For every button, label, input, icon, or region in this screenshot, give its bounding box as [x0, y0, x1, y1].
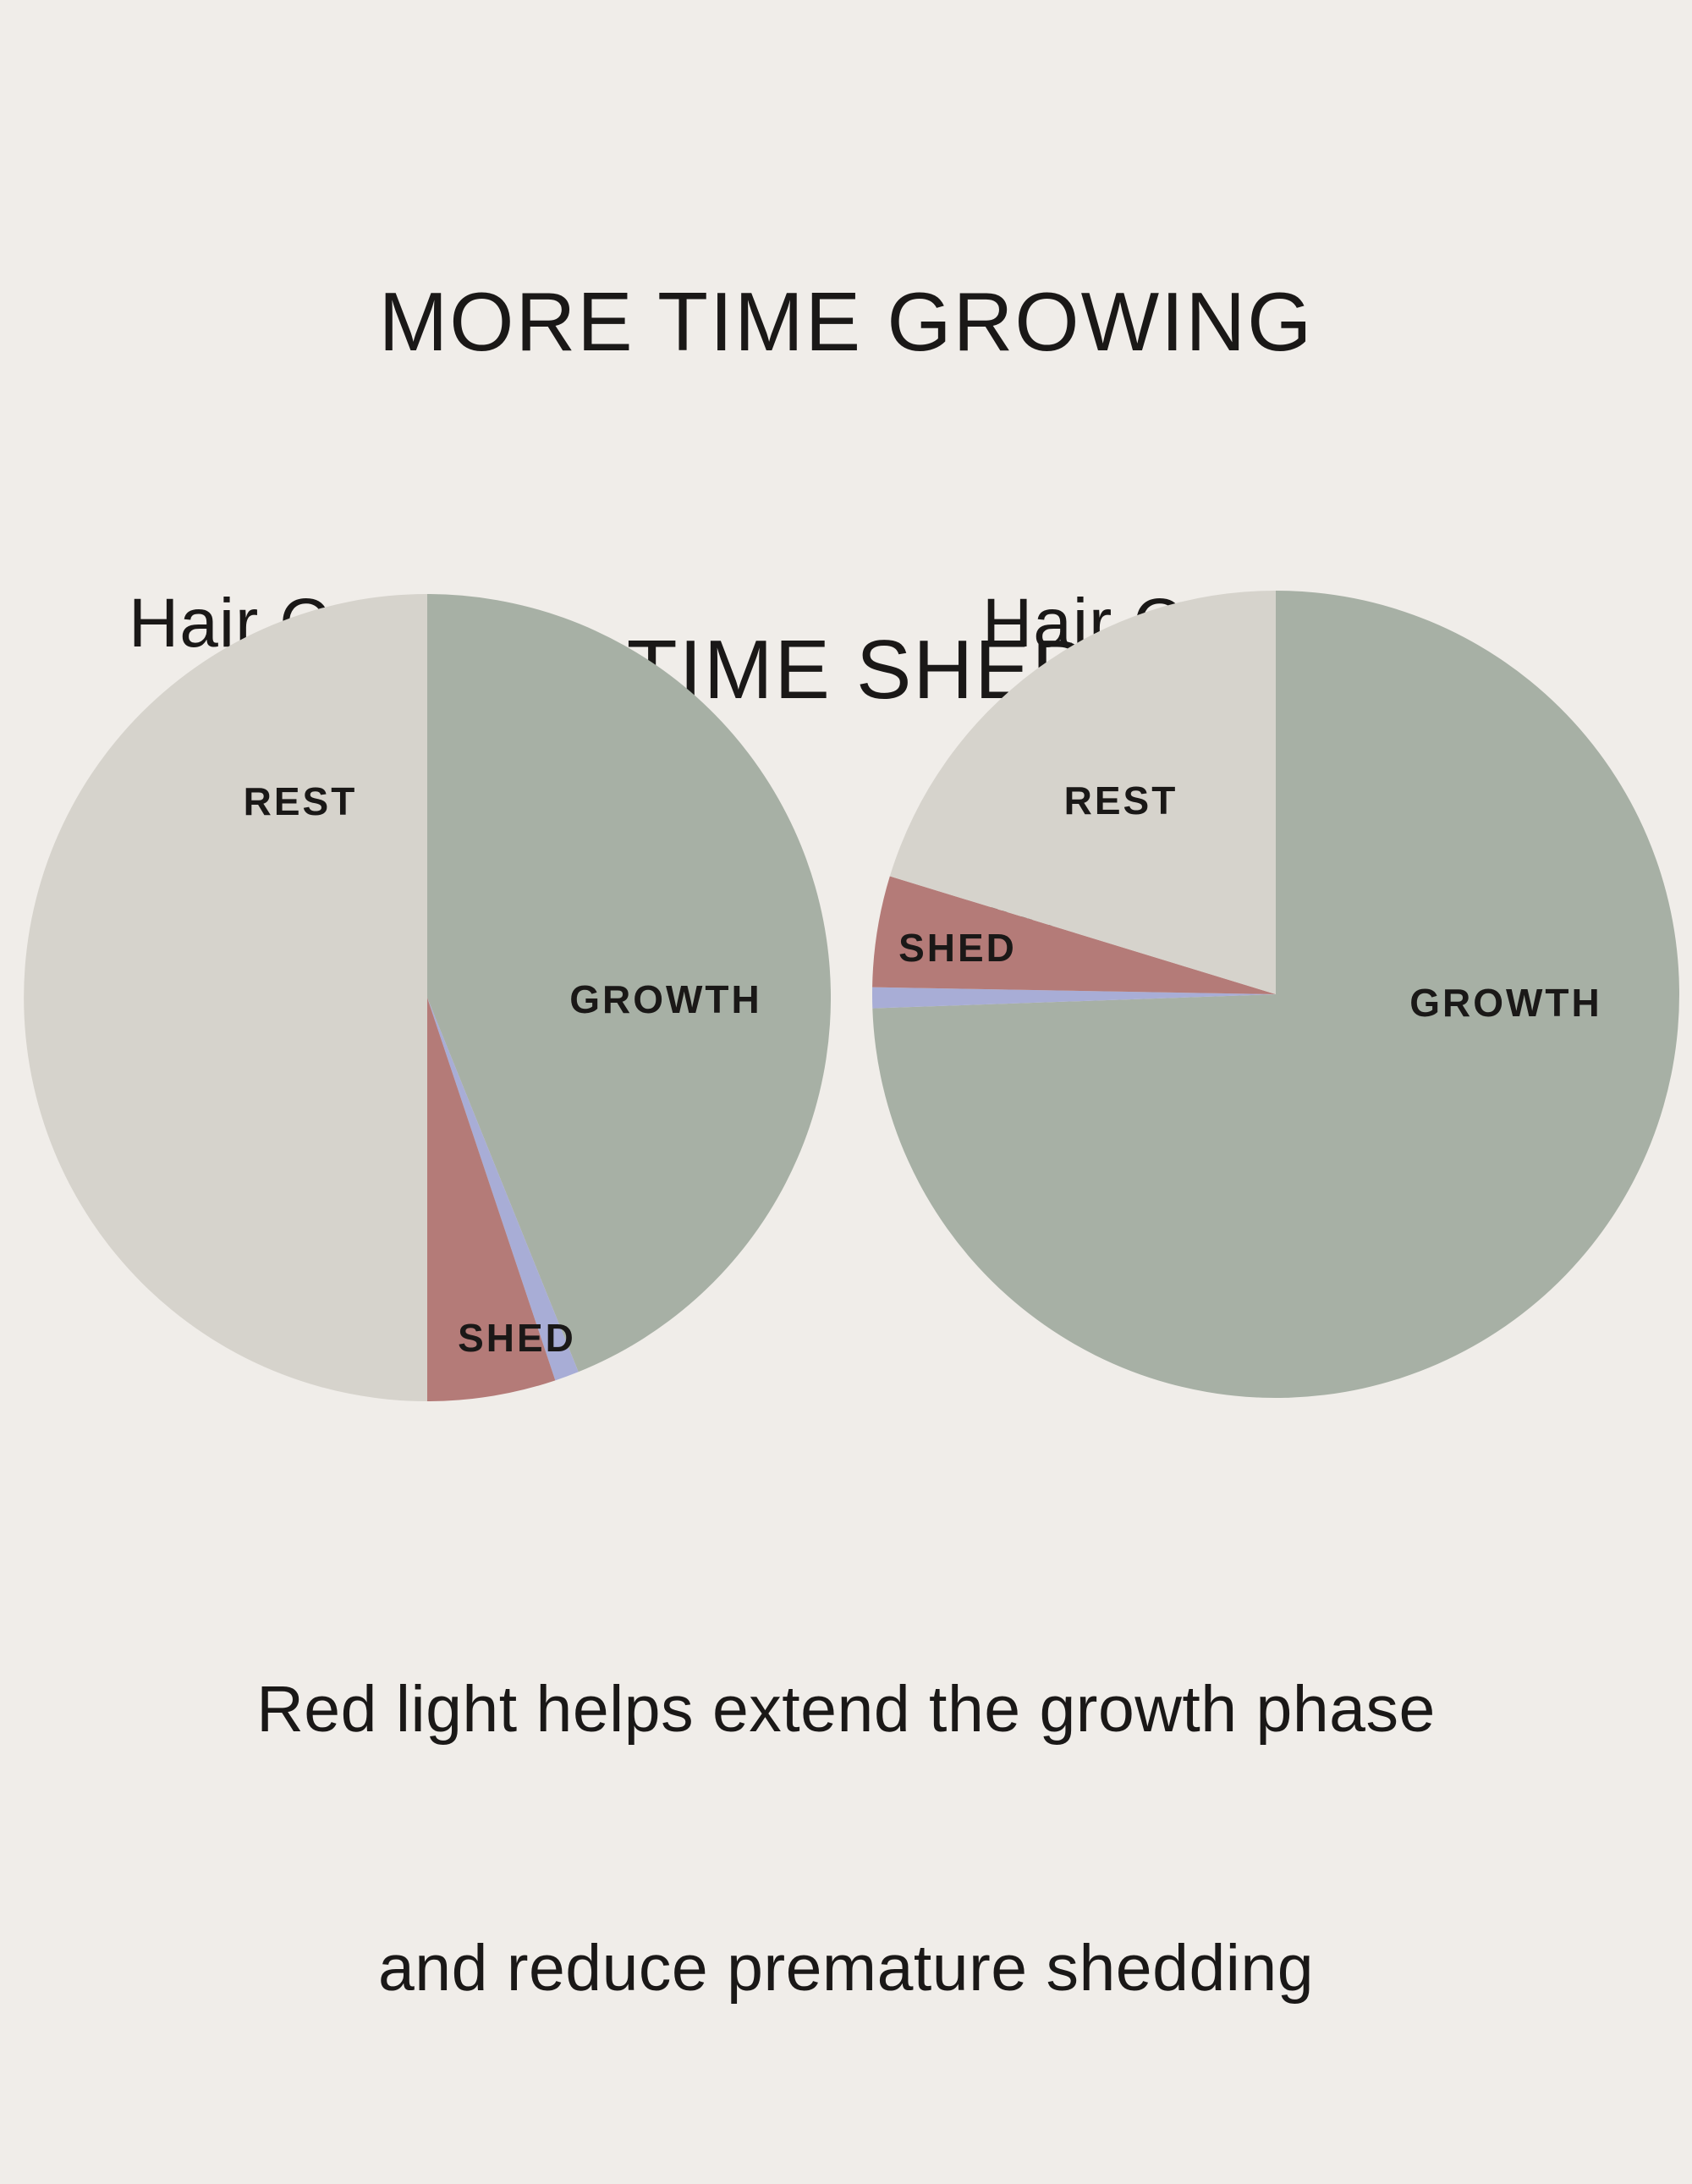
caption-line1: Red light helps extend the growth phase	[256, 1673, 1436, 1746]
infographic: MORE TIME GROWING LESS TIME SHEDDING Hai…	[24, 275, 1679, 2005]
pie-slice-label-shed: SHED	[458, 1316, 576, 1360]
pie-slice-growth	[872, 591, 1679, 1398]
pie-slice-growth	[427, 594, 831, 1373]
pie-slice-label-rest: REST	[244, 779, 358, 823]
pie-slice-shed	[427, 998, 556, 1401]
pie-slice-transition	[872, 987, 1276, 1009]
pie-slice-rest	[24, 594, 428, 1401]
pie-slice-shed	[872, 876, 1276, 994]
pie-slice-label-growth: GROWTH	[569, 977, 762, 1021]
pie-chart-without-red-light: GROWTH SHED REST	[24, 594, 831, 1401]
caption: Red light helps extend the growth phase …	[0, 1494, 1692, 2184]
pie-slice-label-growth: GROWTH	[1409, 981, 1602, 1025]
page-title-line1: MORE TIME GROWING	[378, 275, 1314, 368]
pie-chart-with-red-light: GROWTH SHED REST	[872, 591, 1679, 1398]
pie-slice-label-shed: SHED	[898, 926, 1017, 970]
caption-line2: and reduce premature shedding	[377, 1932, 1315, 2005]
pie-slice-label-rest: REST	[1064, 778, 1178, 822]
pie-slice-transition	[427, 998, 579, 1381]
pie-slice-rest	[889, 591, 1276, 994]
